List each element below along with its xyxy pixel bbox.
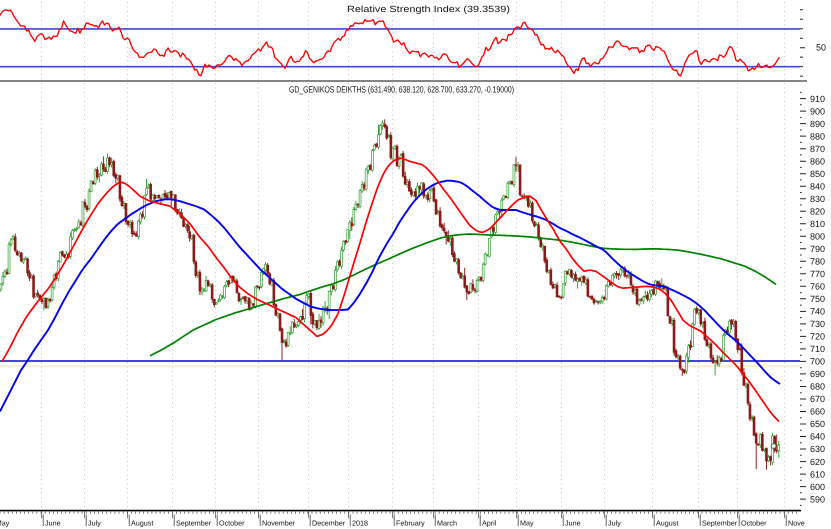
svg-text:770: 770 (810, 269, 825, 279)
svg-text:740: 740 (810, 307, 825, 317)
svg-text:900: 900 (810, 106, 825, 116)
svg-text:810: 810 (810, 219, 825, 229)
svg-text:620: 620 (810, 457, 825, 467)
svg-text:670: 670 (810, 394, 825, 404)
svg-text:760: 760 (810, 282, 825, 292)
svg-text:820: 820 (810, 206, 825, 216)
svg-text:October: October (219, 519, 245, 528)
svg-text:850: 850 (810, 169, 825, 179)
svg-text:890: 890 (810, 119, 825, 129)
svg-text:630: 630 (810, 444, 825, 454)
svg-text:870: 870 (810, 144, 825, 154)
svg-text:June: June (565, 519, 581, 528)
svg-text:September: September (702, 519, 738, 528)
svg-text:860: 860 (810, 156, 825, 166)
svg-text:February: February (396, 519, 425, 528)
svg-text:March: March (437, 519, 457, 528)
svg-text:November: November (262, 519, 296, 528)
svg-text:GD_GENIKOS DEIKTHS (631.490, 6: GD_GENIKOS DEIKTHS (631.490, 638.120, 62… (289, 85, 514, 95)
svg-text:680: 680 (810, 382, 825, 392)
svg-text:880: 880 (810, 131, 825, 141)
svg-text:730: 730 (810, 319, 825, 329)
svg-text:590: 590 (810, 494, 825, 504)
svg-text:April: April (482, 519, 497, 528)
svg-text:840: 840 (810, 181, 825, 191)
svg-text:December: December (312, 519, 346, 528)
svg-text:800: 800 (810, 232, 825, 242)
svg-text:May: May (0, 519, 10, 528)
svg-text:August: August (656, 519, 678, 528)
svg-text:640: 640 (810, 432, 825, 442)
svg-text:July: July (608, 519, 621, 528)
svg-text:750: 750 (810, 294, 825, 304)
svg-text:710: 710 (810, 344, 825, 354)
svg-text:650: 650 (810, 419, 825, 429)
svg-text:610: 610 (810, 469, 825, 479)
svg-text:Nove: Nove (788, 519, 805, 528)
svg-text:780: 780 (810, 257, 825, 267)
svg-text:660: 660 (810, 407, 825, 417)
svg-text:July: July (88, 519, 101, 528)
svg-text:910: 910 (810, 94, 825, 104)
svg-text:690: 690 (810, 369, 825, 379)
svg-text:600: 600 (810, 482, 825, 492)
svg-text:2018: 2018 (352, 519, 368, 528)
svg-text:700: 700 (810, 357, 825, 367)
svg-text:50: 50 (816, 43, 826, 53)
svg-text:September: September (176, 519, 212, 528)
svg-text:Relative Strength Index (39.35: Relative Strength Index (39.3539) (347, 4, 510, 14)
svg-text:830: 830 (810, 194, 825, 204)
svg-text:May: May (520, 519, 534, 528)
svg-text:June: June (45, 519, 61, 528)
svg-text:October: October (741, 519, 767, 528)
svg-text:August: August (131, 519, 153, 528)
svg-text:790: 790 (810, 244, 825, 254)
svg-text:720: 720 (810, 332, 825, 342)
